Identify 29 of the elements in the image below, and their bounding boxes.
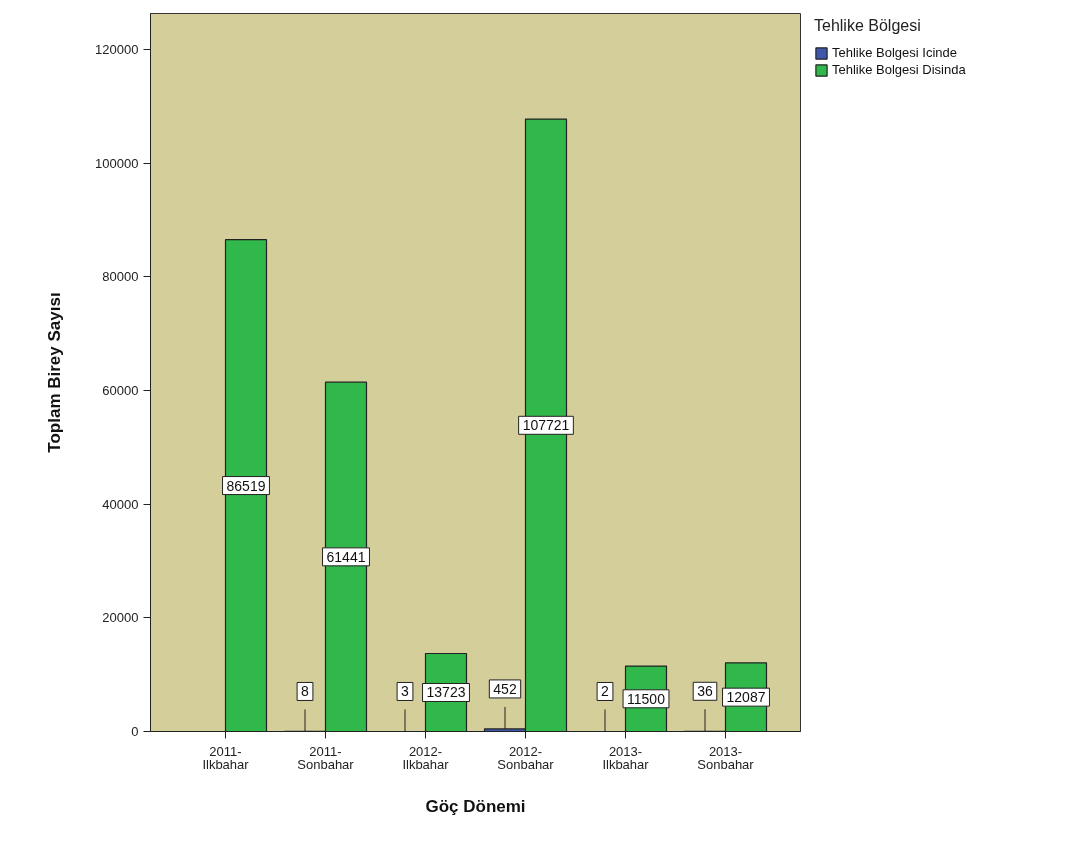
data-label: 107721 — [522, 417, 570, 434]
x-axis-title: Göç Dönemi — [425, 797, 526, 816]
data-label: 36 — [697, 683, 713, 700]
data-label: 3 — [401, 683, 410, 700]
data-label: 452 — [493, 680, 517, 697]
x-tick-label: 2011- Ilkbahar — [202, 743, 250, 772]
x-tick-label: 2012- Ilkbahar — [402, 743, 450, 772]
x-tick-label: 2013- Ilkbahar — [602, 743, 650, 772]
y-axis-title: Toplam Birey Sayısı — [45, 292, 65, 453]
legend-label: Tehlike Bolgesi Icinde — [832, 45, 958, 60]
y-tick-label: 100000 — [95, 155, 139, 171]
x-tick-label: 2011- Sonbahar — [297, 743, 355, 772]
data-label: 8 — [301, 683, 310, 700]
data-label: 11500 — [627, 690, 666, 707]
data-label: 12087 — [726, 689, 766, 706]
x-tick-label: 2013- Sonbahar — [697, 743, 755, 772]
data-label: 2 — [601, 683, 610, 700]
data-label: 61441 — [326, 548, 366, 565]
y-tick-label: 40000 — [102, 496, 139, 512]
legend-title: Tehlike Bölgesi — [814, 17, 922, 35]
data-label: 86519 — [226, 477, 266, 494]
y-tick-label: 60000 — [102, 382, 139, 398]
y-tick-label: 120000 — [95, 41, 139, 57]
data-label: 13723 — [426, 684, 466, 701]
x-tick-label: 2012- Sonbahar — [497, 743, 555, 772]
legend-label: Tehlike Bolgesi Disinda — [832, 62, 966, 77]
y-tick-label: 20000 — [102, 610, 139, 626]
y-tick-label: 80000 — [102, 269, 139, 285]
y-tick-label: 0 — [131, 724, 139, 739]
